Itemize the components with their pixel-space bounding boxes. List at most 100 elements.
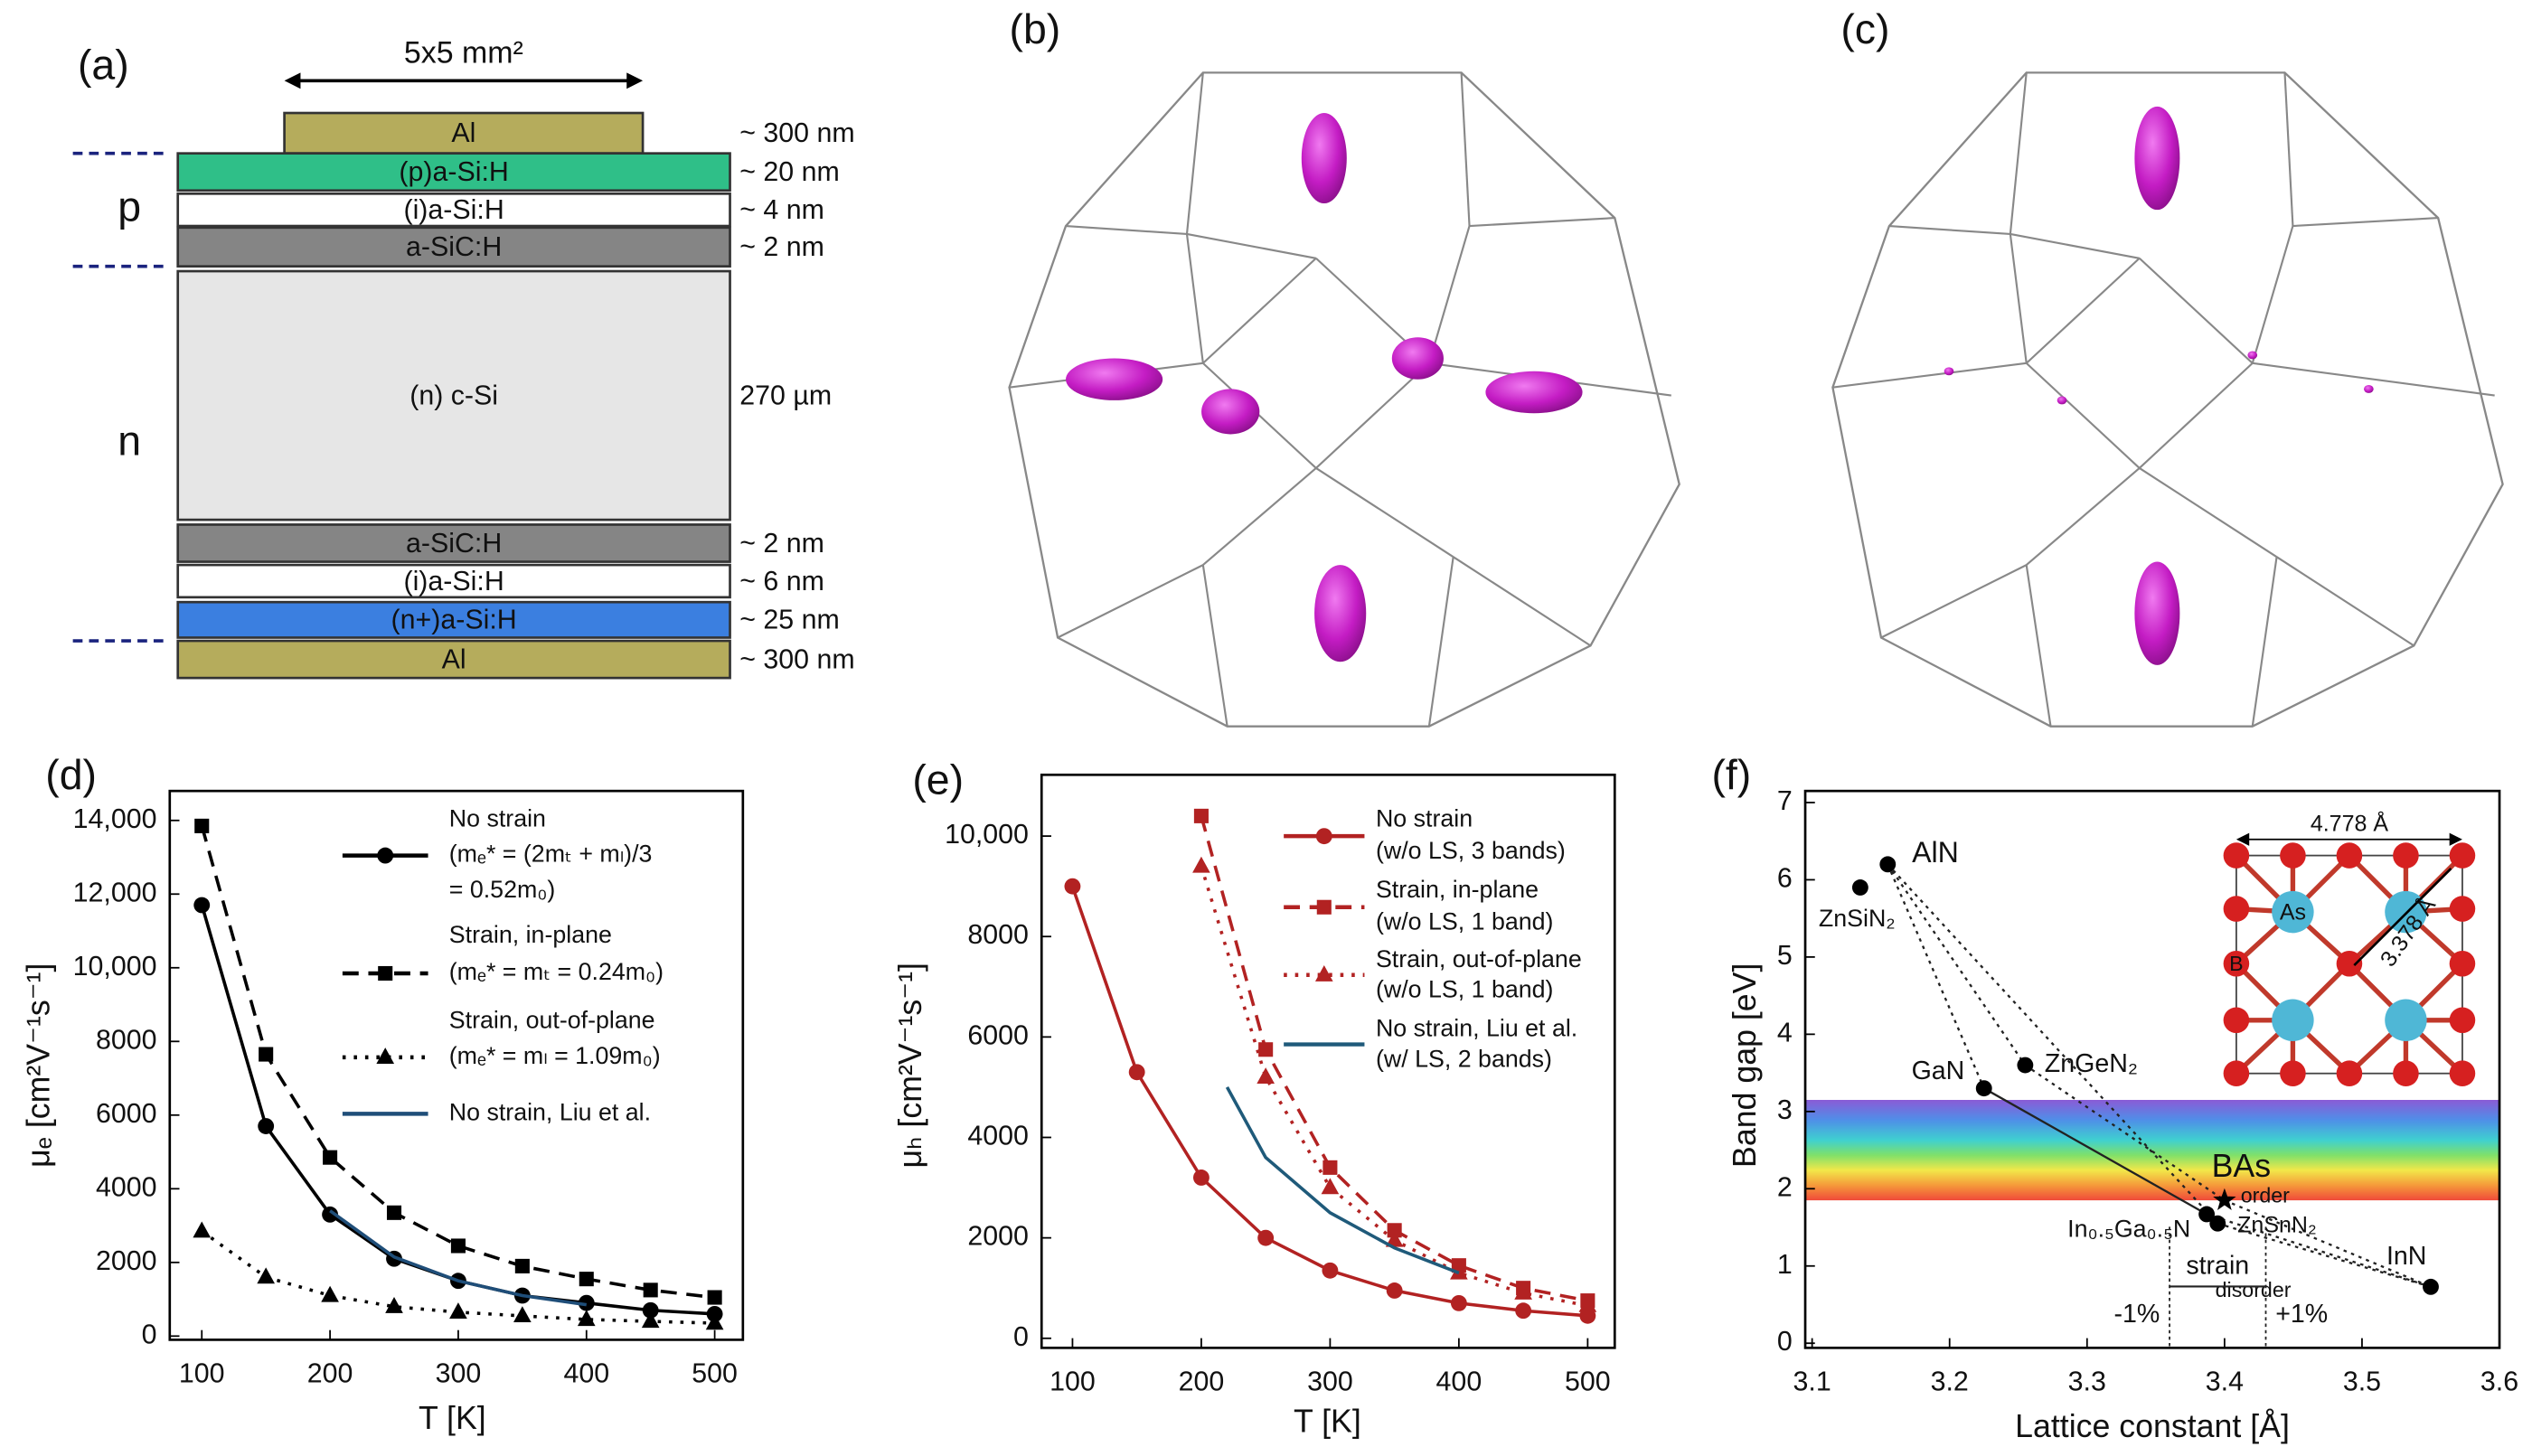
marker bbox=[194, 818, 210, 833]
fermi-pocket bbox=[1944, 367, 1954, 376]
zone-edge bbox=[1888, 224, 2010, 236]
layer-label: (i)a-Si:H bbox=[403, 195, 504, 225]
fermi-pocket bbox=[1301, 113, 1347, 204]
atom-as bbox=[2272, 999, 2314, 1041]
strain-label: strain bbox=[2186, 1252, 2249, 1281]
marker bbox=[579, 1272, 594, 1287]
alloy-line bbox=[2224, 1199, 2432, 1288]
zone-edge bbox=[1186, 232, 1317, 259]
y-tick-label: 4 bbox=[1777, 1018, 1793, 1047]
marker bbox=[1879, 856, 1897, 873]
layer-label: (p)a-Si:H bbox=[399, 157, 508, 187]
marker bbox=[641, 1311, 660, 1329]
zone-edge bbox=[2025, 362, 2141, 469]
marker bbox=[1851, 879, 1868, 896]
y-tick-label: 7 bbox=[1777, 786, 1793, 816]
layer-thickness: ~ 2 nm bbox=[739, 232, 824, 262]
zone-edge bbox=[2292, 217, 2439, 228]
legend-note: (w/o LS, 1 band) bbox=[1376, 976, 1554, 1003]
panel-label: (d) bbox=[45, 751, 97, 798]
layer-thickness: ~ 300 nm bbox=[739, 118, 854, 148]
marker bbox=[1322, 1160, 1338, 1175]
layer-label: (n+)a-Si:H bbox=[391, 606, 517, 635]
zone-edge bbox=[1185, 233, 1204, 363]
alloy-line bbox=[2206, 1213, 2432, 1288]
legend-note: (w/o LS, 1 band) bbox=[1376, 908, 1554, 935]
fermi-pocket bbox=[1314, 565, 1367, 662]
legend-label: Strain, out-of-plane bbox=[449, 1007, 655, 1034]
zone-edge bbox=[1315, 467, 1454, 559]
y-axis-label: μₑ [cm²V⁻¹s⁻¹] bbox=[20, 963, 56, 1168]
marker bbox=[193, 897, 211, 914]
plot-frame bbox=[1803, 789, 2501, 1349]
marker bbox=[1193, 808, 1209, 823]
atom-b bbox=[2223, 950, 2250, 977]
marker bbox=[1192, 1169, 1210, 1186]
zone-edge bbox=[2009, 233, 2028, 363]
marker bbox=[258, 1118, 275, 1134]
marker bbox=[705, 1313, 724, 1330]
x-axis-label: T [K] bbox=[1294, 1404, 1361, 1440]
atom-b bbox=[2223, 896, 2250, 922]
legend-label: No strain bbox=[1376, 804, 1473, 831]
region-label: p bbox=[118, 183, 141, 230]
marker bbox=[1386, 1282, 1403, 1299]
atom-label: As bbox=[2280, 900, 2306, 925]
y-tick-label: 0 bbox=[1013, 1322, 1029, 1352]
x-tick-label: 500 bbox=[692, 1359, 738, 1389]
x-tick-label: 3.2 bbox=[1931, 1367, 1969, 1397]
annotation: ZnSnN₂ bbox=[2237, 1212, 2317, 1237]
legend-label: No strain bbox=[449, 804, 546, 831]
zone-edge bbox=[2009, 72, 2028, 235]
marker bbox=[193, 1221, 212, 1238]
marker bbox=[2213, 1188, 2236, 1210]
point-label: ZnGeN₂ bbox=[2045, 1049, 2138, 1078]
marker bbox=[707, 1290, 722, 1305]
layer bbox=[176, 563, 731, 599]
zone-edge bbox=[1202, 467, 1317, 566]
layer-label: (i)a-Si:H bbox=[403, 567, 504, 596]
atom-label: B bbox=[2229, 952, 2243, 975]
panel-label: (b) bbox=[1010, 5, 1061, 52]
marker bbox=[1315, 828, 1332, 845]
x-tick-label: 3.1 bbox=[1793, 1367, 1831, 1397]
marker bbox=[1316, 899, 1332, 915]
layer bbox=[176, 639, 731, 680]
marker bbox=[257, 1267, 275, 1284]
y-tick-label: 1 bbox=[1777, 1250, 1793, 1280]
layer-thickness: ~ 25 nm bbox=[739, 606, 840, 635]
point-label: BAs bbox=[2212, 1148, 2272, 1184]
x-tick-label: 200 bbox=[307, 1359, 353, 1389]
layer bbox=[176, 226, 731, 268]
marker bbox=[513, 1306, 532, 1323]
strain-left: -1% bbox=[2114, 1300, 2160, 1329]
fermi-pocket bbox=[2057, 396, 2067, 405]
zone-edge bbox=[1453, 556, 1592, 647]
y-tick-label: 2000 bbox=[96, 1246, 157, 1276]
y-tick-label: 10,000 bbox=[73, 952, 157, 982]
atom-b bbox=[2449, 842, 2476, 869]
plot-frame bbox=[168, 789, 745, 1341]
marker bbox=[1975, 1080, 1992, 1097]
marker bbox=[1515, 1302, 1532, 1320]
legend-label: Strain, in-plane bbox=[449, 921, 612, 948]
layer bbox=[176, 269, 731, 521]
legend-label: Strain, out-of-plane bbox=[1376, 945, 1582, 972]
atom-as bbox=[2272, 890, 2314, 934]
fermi-pocket bbox=[2364, 384, 2374, 393]
atom-b bbox=[2280, 842, 2306, 869]
x-tick-label: 400 bbox=[1436, 1367, 1482, 1397]
point-label: GaN bbox=[1912, 1057, 1965, 1085]
fermi-pocket bbox=[2134, 106, 2180, 211]
marker bbox=[321, 1285, 339, 1302]
legend-note: (w/o LS, 3 bands) bbox=[1376, 837, 1566, 864]
marker bbox=[2198, 1206, 2216, 1223]
atom-b bbox=[2223, 1007, 2250, 1034]
zone-edge bbox=[2251, 225, 2294, 364]
x-axis-label: Lattice constant [Å] bbox=[2015, 1408, 2290, 1444]
marker bbox=[577, 1310, 596, 1327]
zone-edge bbox=[1065, 224, 1188, 236]
panel-label: (f) bbox=[1711, 751, 1751, 798]
y-tick-label: 4000 bbox=[96, 1172, 157, 1202]
